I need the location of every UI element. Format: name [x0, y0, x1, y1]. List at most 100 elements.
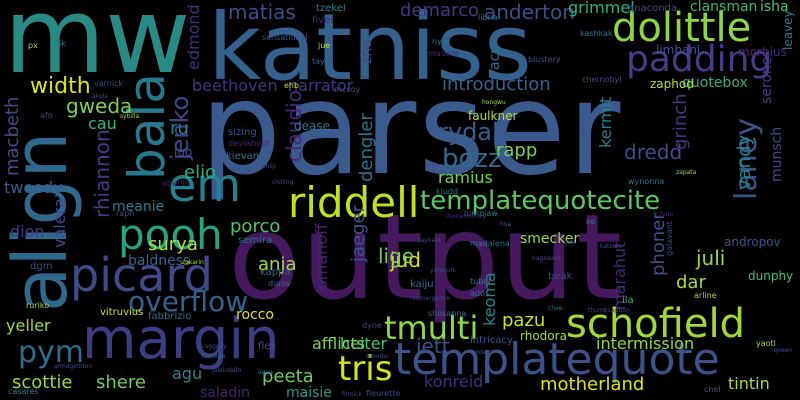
word-quotebox: quotebox	[682, 75, 748, 91]
word-valera: valera	[50, 198, 69, 248]
word-tubal: tubal	[470, 277, 491, 286]
word-anaconda: anaconda	[628, 3, 678, 14]
word-ke: ke	[586, 217, 596, 226]
word-zha: zha	[359, 39, 375, 64]
word-fleurette: fleurette	[366, 389, 401, 398]
word-kermit: kermit	[596, 96, 615, 148]
word-kashkak: kashkak	[580, 29, 613, 38]
word-hongwu: hongwu	[482, 99, 506, 106]
word-hua: hua	[500, 221, 512, 228]
word-porco: porco	[230, 216, 281, 237]
word-rocco: rocco	[236, 307, 274, 323]
word-nyra: nyra	[432, 37, 450, 46]
word-jue: jue	[318, 41, 331, 50]
word-jett: jett	[416, 334, 450, 358]
word-dion: dion	[10, 222, 45, 241]
word-em: em	[168, 158, 242, 212]
word-templatequotecite: templatequotecite	[420, 186, 661, 216]
word-beak: beak	[548, 271, 573, 282]
word-surya: surya	[148, 234, 198, 255]
word-picard: picard	[70, 248, 213, 302]
word-juli: juli	[696, 246, 726, 270]
word-agu: agu	[172, 364, 203, 383]
word-baldness: baldness	[128, 253, 191, 269]
word-gweda: gweda	[66, 94, 133, 118]
word-margin: margin	[82, 307, 280, 372]
word-pym: pym	[18, 335, 85, 370]
word-dar: dar	[676, 272, 706, 293]
word-oberlin: oberlin	[162, 179, 190, 188]
word-px: px	[28, 41, 38, 50]
word-demarco: demarco	[400, 0, 479, 21]
word-ehb: ehb	[284, 81, 300, 90]
word-rapp: rapp	[496, 140, 538, 161]
word-katsuro: katsuro	[600, 243, 623, 250]
word-fiver: fiver	[312, 15, 335, 26]
word-intricacy: intricacy	[470, 335, 513, 346]
word-chernobyl: chernobyl	[582, 75, 622, 84]
word-saladin: saladin	[200, 385, 250, 400]
word-mw: mw	[4, 0, 191, 97]
word-omanoff: omanoff	[312, 223, 331, 290]
word-shosanna: shosanna	[428, 309, 467, 318]
word-yeller: yeller	[6, 316, 51, 335]
word-ramius: ramius	[438, 168, 493, 187]
word-reemergence: reemergence	[410, 295, 450, 302]
word-jaeger: jaeger	[348, 204, 369, 262]
word-afflicts: afflicts	[312, 334, 366, 353]
word-chee: chee	[548, 305, 563, 312]
word-clansman: clansman	[690, 0, 758, 15]
word-zapata: zapata	[676, 169, 697, 176]
word-matias: matias	[228, 0, 296, 24]
word-serone: serone	[759, 56, 775, 104]
word-brooder: brooder	[366, 353, 390, 360]
word-tzekel: tzekel	[316, 3, 346, 14]
word-mccoy: mccoy	[334, 85, 361, 94]
word-yaropolk: yaropolk	[430, 267, 456, 274]
word-casares: casares	[8, 387, 39, 396]
word-dunphy: dunphy	[748, 269, 794, 283]
word-intermission: intermission	[596, 334, 695, 353]
word-cau: cau	[88, 114, 117, 133]
word-jalaluddin: jalaluddin	[212, 367, 242, 374]
word-maisie: maisie	[286, 385, 332, 400]
word-tmulti: tmulti	[384, 309, 479, 347]
word-pazu: pazu	[502, 310, 546, 331]
word-kievan: kievan	[226, 151, 260, 162]
word-afo: afo	[40, 111, 53, 120]
word-kludd: kludd	[436, 187, 459, 196]
word-ado: ado	[470, 289, 485, 298]
word-madero: madero	[428, 49, 459, 58]
word-fynn: fynn	[660, 211, 674, 218]
word-dredd: dredd	[624, 140, 683, 164]
word-munsch: munsch	[769, 126, 785, 182]
word-gita: gita	[564, 239, 576, 246]
word-rhiannon: rhiannon	[90, 129, 114, 218]
word-limbani: limbani	[656, 43, 701, 57]
word-deuteronomy: deuteronomy	[446, 213, 487, 220]
word-dease: dease	[294, 119, 330, 133]
word-libria: libria	[478, 13, 498, 22]
word-beethoven: beethoven	[192, 76, 278, 95]
word-landers: landers	[470, 349, 493, 356]
word-raynald: raynald	[418, 237, 441, 244]
word-zaphod: zaphod	[650, 77, 694, 91]
word-dgm: dgm	[30, 261, 53, 272]
word-sensational: sensational	[262, 33, 308, 42]
word-raggedy: raggedy	[202, 343, 227, 350]
word-dolittle: dolittle	[612, 5, 752, 51]
word-acu: acu	[487, 44, 503, 70]
word-macbeth: macbeth	[2, 96, 23, 176]
word-armageddon: armageddon	[54, 363, 93, 370]
word-dengler: dengler	[356, 113, 377, 182]
word-thumbcaption: thumbcaption	[588, 307, 630, 314]
word-chilling: chilling	[272, 179, 294, 186]
word-jud: jud	[390, 248, 421, 272]
word-grimmel: grimmel	[568, 0, 635, 17]
word-devilshoof: devilshoof	[228, 139, 270, 148]
word-andropov: andropov	[724, 235, 781, 249]
word-faulkner: faulkner	[468, 109, 518, 123]
word-ru: ru	[170, 118, 189, 139]
word-lumpjaw: lumpjaw	[464, 209, 498, 218]
